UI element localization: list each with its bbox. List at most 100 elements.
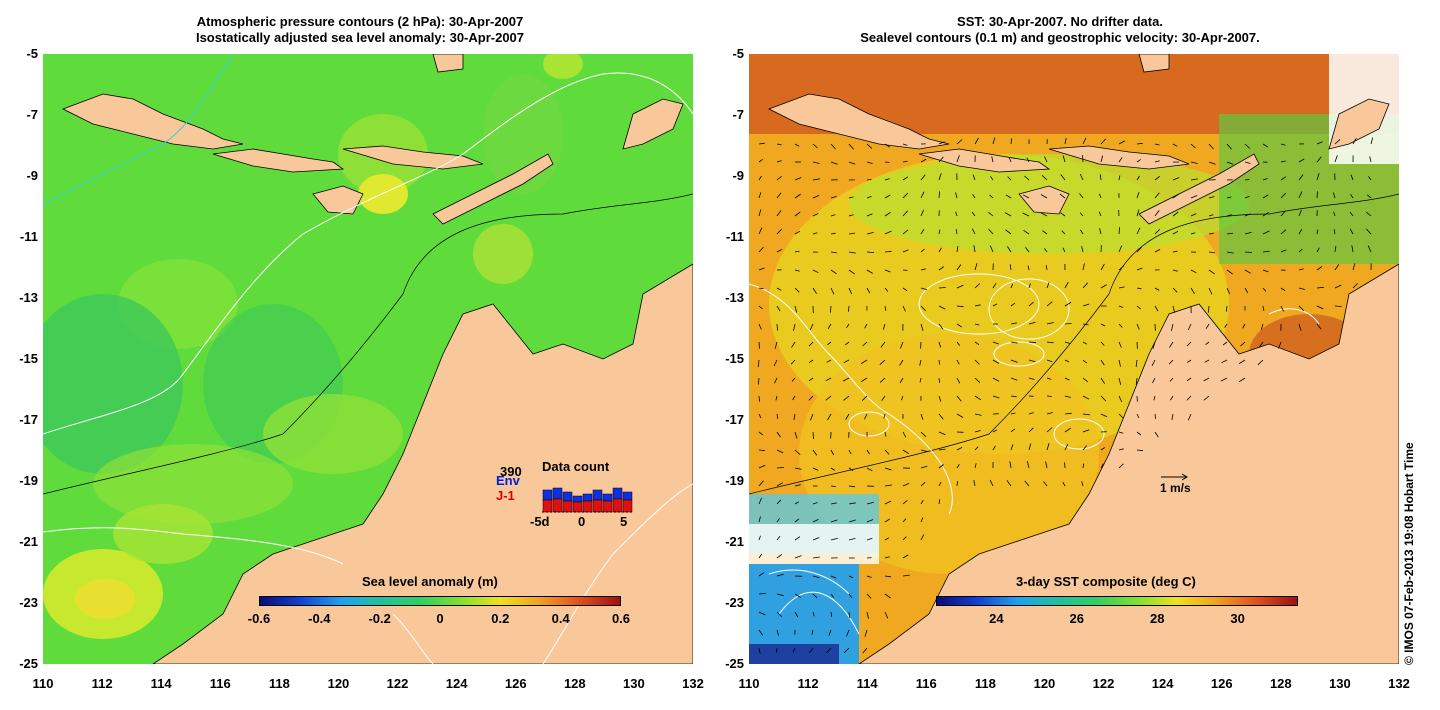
velocity-arrow (1208, 232, 1214, 235)
velocity-arrow (884, 211, 891, 217)
velocity-arrow (1010, 302, 1016, 307)
velocity-arrow (1369, 156, 1372, 163)
velocity-arrow (1004, 212, 1012, 217)
velocity-arrow (902, 499, 908, 505)
velocity-arrow (812, 575, 820, 579)
x-tick-label: 110 (32, 676, 54, 691)
velocity-arrow (826, 359, 832, 363)
velocity-arrow (791, 377, 796, 382)
velocity-arrow (919, 359, 922, 366)
velocity-arrow (884, 500, 892, 505)
x-tick-label: 112 (797, 676, 819, 691)
velocity-arrow (758, 431, 764, 436)
velocity-arrow (1010, 359, 1018, 363)
velocity-arrow (1007, 246, 1012, 253)
colorbar-tick-label: -0.2 (368, 611, 391, 626)
velocity-arrow (848, 143, 854, 150)
velocity-arrow (1046, 412, 1053, 415)
velocity-arrow (1352, 137, 1357, 145)
velocity-arrow (1118, 175, 1121, 181)
velocity-arrow (1238, 377, 1246, 383)
velocity-arrow (974, 341, 980, 346)
velocity-arrow (1190, 269, 1197, 274)
velocity-arrow (812, 502, 818, 505)
velocity-arrow (1203, 377, 1210, 382)
right-map-title: SST: 30-Apr-2007. No drifter data. Seale… (790, 14, 1330, 46)
velocity-arrow (1172, 305, 1175, 313)
velocity-arrow (884, 431, 887, 437)
velocity-arrow (1280, 176, 1287, 181)
velocity-arrow (808, 377, 814, 382)
velocity-arrow (920, 465, 928, 469)
velocity-arrow (830, 251, 837, 254)
velocity-arrow (830, 287, 835, 295)
colorbar-tick-label: 30 (1230, 611, 1245, 626)
velocity-arrow (1280, 229, 1287, 235)
velocity-arrow (1226, 232, 1234, 235)
velocity-arrow (866, 269, 873, 274)
velocity-arrow (1040, 194, 1048, 199)
velocity-arrow (880, 341, 886, 348)
y-tick-label: -9 (26, 168, 38, 183)
velocity-arrow (866, 467, 873, 472)
velocity-arrow (776, 554, 783, 559)
velocity-arrow (884, 305, 887, 311)
velocity-arrow (955, 229, 958, 235)
velocity-arrow (1100, 463, 1104, 469)
velocity-arrow (1061, 230, 1066, 235)
j1-count-bar (562, 500, 573, 513)
velocity-arrow (1316, 305, 1324, 310)
velocity-arrow (1154, 192, 1160, 199)
velocity-arrow (1136, 142, 1143, 145)
y-tick-label: -11 (725, 229, 744, 244)
x-tick-label: 130 (623, 676, 645, 691)
velocity-arrow (1203, 395, 1210, 401)
velocity-arrow (1280, 305, 1284, 312)
env-count-bar (562, 491, 573, 502)
velocity-arrow (1100, 413, 1108, 418)
velocity-arrow (758, 227, 763, 235)
velocity-arrow (1009, 461, 1012, 469)
velocity-arrow (830, 449, 835, 456)
velocity-arrow (1238, 359, 1246, 364)
velocity-arrow (1079, 173, 1084, 181)
velocity-arrow (1046, 427, 1053, 433)
velocity-arrow (1154, 229, 1160, 235)
x-tick-label: 128 (563, 676, 586, 691)
velocity-arrow (848, 575, 854, 579)
velocity-arrow (776, 482, 783, 487)
velocity-arrow (902, 229, 909, 235)
velocity-arrow (812, 611, 815, 617)
velocity-arrow (1028, 412, 1034, 415)
data-count-max: 390 (500, 464, 522, 479)
y-tick-label: -13 (725, 290, 744, 305)
velocity-arrow (848, 196, 854, 199)
velocity-arrow (1154, 287, 1160, 291)
velocity-arrow (938, 173, 942, 181)
velocity-arrow (974, 377, 981, 383)
velocity-arrow (1028, 427, 1034, 433)
velocity-arrow (1044, 248, 1048, 253)
velocity-arrow (1280, 249, 1287, 253)
velocity-arrow (920, 534, 925, 541)
velocity-arrow (938, 341, 942, 348)
colorbar-tick-label: 28 (1149, 611, 1165, 626)
velocity-arrow (1060, 212, 1066, 217)
credit-text: © IMOS 07-Feb-2013 19:08 Hobart Time (1402, 442, 1416, 665)
velocity-arrow (1118, 305, 1124, 308)
velocity-arrow (1082, 377, 1088, 383)
data-count-title: Data count (542, 459, 610, 474)
y-tick-label: -23 (19, 595, 38, 610)
velocity-arrow (773, 359, 778, 367)
velocity-arrow (1244, 287, 1249, 294)
velocity-arrow (848, 251, 856, 254)
colorbar-tick-label: 26 (1069, 611, 1084, 626)
velocity-arrow (866, 593, 872, 599)
velocity-arrow (1316, 173, 1320, 181)
velocity-arrow (1118, 463, 1124, 469)
velocity-arrow (974, 137, 979, 145)
velocity-arrow (828, 629, 832, 636)
velocity-arrow (920, 413, 924, 420)
right-title-line1: SST: 30-Apr-2007. No drifter data. (957, 14, 1163, 29)
velocity-arrow (884, 194, 891, 199)
